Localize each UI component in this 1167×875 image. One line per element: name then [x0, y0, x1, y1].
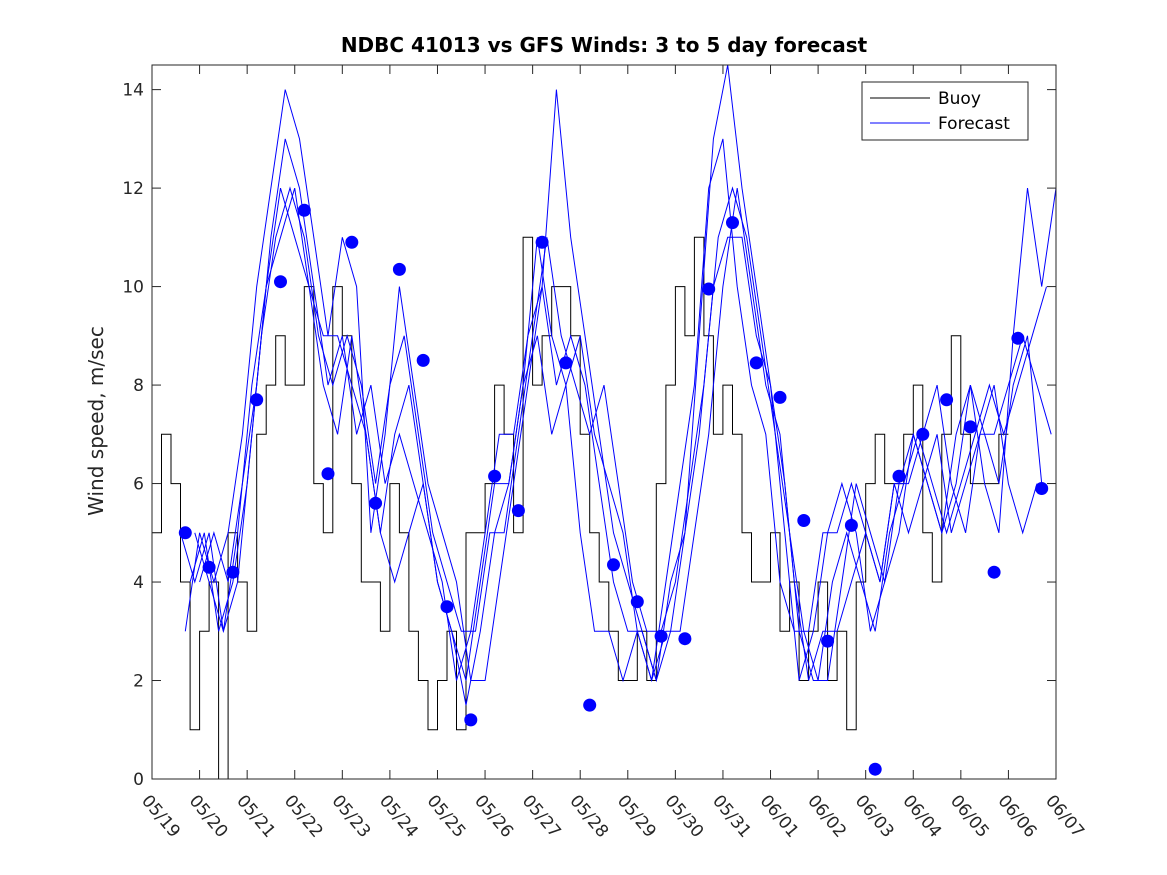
forecast-marker — [511, 504, 525, 518]
forecast-marker — [535, 235, 549, 249]
y-tick-label: 8 — [133, 376, 144, 396]
forecast-marker — [987, 565, 1001, 579]
forecast-marker — [678, 632, 692, 646]
y-axis-label: Wind speed, m/sec — [84, 326, 108, 516]
forecast-marker — [297, 203, 311, 217]
x-tick-label: 05/26 — [470, 791, 517, 841]
x-tick-label: 05/29 — [613, 791, 660, 841]
forecast-marker — [1011, 331, 1025, 345]
forecast-marker — [821, 634, 835, 648]
forecast-marker — [321, 467, 335, 481]
forecast-marker — [345, 235, 359, 249]
x-tick-label: 06/03 — [851, 791, 898, 841]
forecast-marker — [630, 595, 644, 609]
forecast-marker — [178, 526, 192, 540]
forecast-marker — [464, 713, 478, 727]
x-tick-label: 05/20 — [185, 791, 232, 841]
forecast-marker — [607, 558, 620, 572]
forecast-marker — [868, 762, 882, 776]
x-tick-label: 05/31 — [708, 791, 755, 841]
y-tick-label: 14 — [122, 81, 144, 101]
x-tick-label: 06/07 — [1041, 791, 1088, 841]
forecast-marker — [654, 629, 668, 643]
forecast-marker — [726, 216, 739, 230]
plot-area — [152, 65, 1056, 779]
x-tick-label: 06/04 — [898, 791, 945, 841]
forecast-marker — [1035, 482, 1049, 495]
legend: Buoy Forecast — [861, 81, 1029, 141]
forecast-marker — [369, 496, 383, 510]
y-tick-label: 6 — [133, 475, 144, 495]
forecast-marker — [274, 275, 287, 289]
forecast-marker — [440, 600, 454, 614]
forecast-series-line-1 — [184, 65, 1056, 683]
axes-box — [151, 64, 1057, 780]
forecast-marker — [250, 393, 264, 407]
forecast-marker — [916, 427, 930, 441]
legend-box — [861, 81, 1029, 141]
forecast-marker — [488, 469, 502, 483]
forecast-marker — [416, 353, 430, 367]
forecast-marker — [892, 469, 906, 483]
y-tick-label: 2 — [133, 672, 144, 692]
x-tick-label: 06/02 — [803, 791, 850, 841]
forecast-marker — [963, 420, 977, 434]
forecast-marker — [559, 356, 573, 370]
x-tick-label: 05/27 — [518, 791, 565, 841]
y-tick-label: 4 — [133, 573, 144, 593]
x-tick-label: 06/06 — [994, 791, 1041, 841]
forecast-marker — [202, 560, 216, 574]
x-tick-label: 05/30 — [661, 791, 708, 841]
forecast-marker — [749, 356, 763, 370]
forecast-marker — [226, 565, 240, 579]
x-tick-label: 05/19 — [137, 791, 184, 841]
x-tick-label: 05/21 — [232, 791, 279, 841]
x-tick-label: 05/22 — [280, 791, 327, 841]
x-tick-label: 06/05 — [946, 791, 993, 841]
x-tick-label: 06/01 — [756, 791, 803, 841]
forecast-marker — [844, 518, 858, 532]
forecast-series-line-4 — [199, 138, 1043, 681]
x-tick-label: 05/25 — [423, 791, 470, 841]
y-tick-label: 10 — [122, 278, 144, 298]
x-tick-label: 05/23 — [327, 791, 374, 841]
x-tick-label: 05/24 — [375, 791, 422, 841]
forecast-marker — [797, 514, 811, 527]
forecast-series-line-5 — [180, 138, 1038, 706]
x-tick-label: 05/28 — [565, 791, 612, 841]
legend-label-1: Buoy — [938, 89, 981, 109]
legend-label-2: Forecast — [938, 114, 1010, 134]
data-layer — [152, 65, 1056, 779]
forecast-marker — [392, 262, 406, 276]
buoy-series-line — [152, 236, 1009, 779]
forecast-marker — [940, 393, 954, 407]
chart-title: NDBC 41013 vs GFS Winds: 3 to 5 day fore… — [341, 33, 868, 57]
forecast-marker — [702, 282, 716, 296]
forecast-series-line-3 — [194, 187, 1052, 683]
forecast-marker — [583, 698, 597, 712]
y-tick-label: 0 — [133, 770, 144, 790]
y-tick-label: 12 — [122, 179, 144, 199]
forecast-marker — [773, 390, 787, 404]
